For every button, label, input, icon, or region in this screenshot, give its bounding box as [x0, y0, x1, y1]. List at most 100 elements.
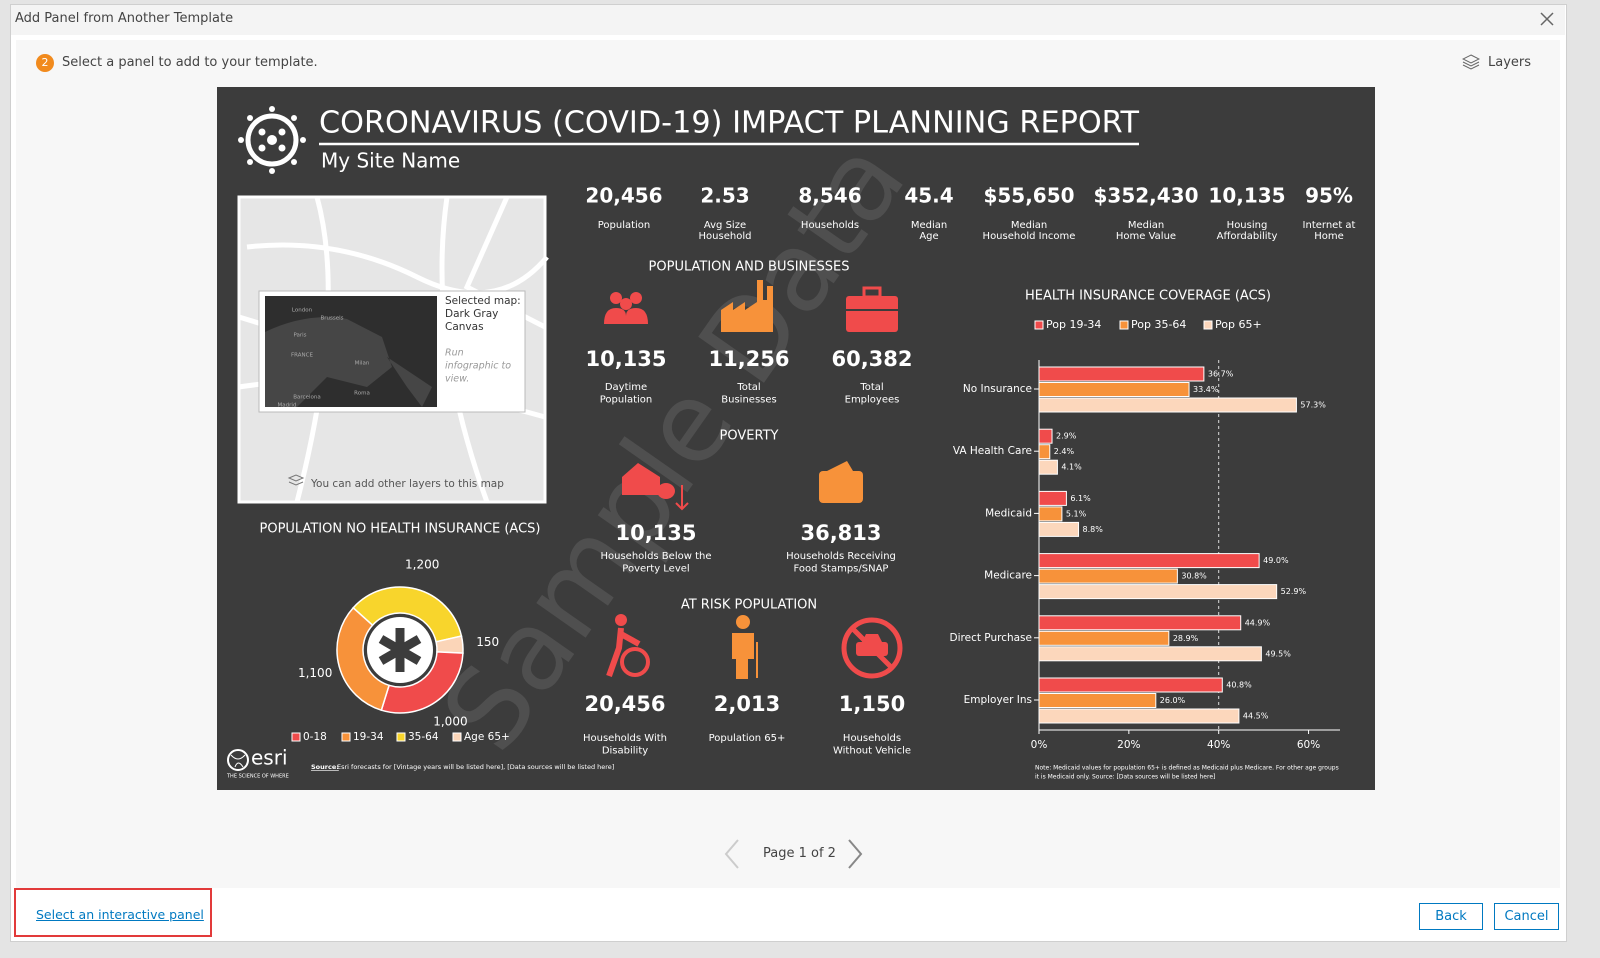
- section-title: AT RISK POPULATION: [681, 598, 817, 613]
- legend-swatch: [396, 732, 406, 742]
- icon: [604, 292, 648, 324]
- x-tick-label: 0%: [1031, 739, 1048, 751]
- item-label: Population: [600, 395, 653, 406]
- map-place-label: Roma: [354, 391, 370, 397]
- icon: [819, 461, 863, 503]
- icon-shape: [615, 614, 627, 626]
- stat-label: Households: [801, 220, 859, 231]
- stat-label: Affordability: [1217, 231, 1278, 242]
- map-name: Dark Gray: [445, 308, 498, 320]
- map-place-label: Brussels: [320, 316, 343, 322]
- icon-shape: [675, 485, 689, 511]
- next-page[interactable]: [845, 838, 865, 870]
- item-label: Households: [843, 733, 901, 744]
- icon-shape: [827, 461, 853, 471]
- layers-button[interactable]: Layers: [1488, 55, 1532, 70]
- donut-title: POPULATION NO HEALTH INSURANCE (ACS): [260, 522, 541, 537]
- item-label: Disability: [602, 746, 648, 757]
- icon-shape: [622, 463, 660, 495]
- esri-wordmark: esri: [251, 746, 288, 770]
- map-frame: [237, 195, 549, 504]
- bar: [1038, 490, 1067, 506]
- stat-label: Home: [1314, 231, 1344, 242]
- close-button[interactable]: [1540, 12, 1554, 26]
- bar: [1038, 693, 1157, 708]
- stat-label: Population: [598, 220, 651, 231]
- chart-note: it is Medicaid only. Source: [Data sourc…: [1035, 774, 1215, 781]
- bar: [1038, 708, 1240, 724]
- item-value: 1,150: [839, 692, 905, 716]
- map-place-label: London: [292, 308, 313, 314]
- item-value: 10,135: [585, 347, 666, 371]
- bar: [1038, 553, 1260, 569]
- bar-value-label: 49.0%: [1263, 556, 1289, 565]
- stat-value: 20,456: [585, 184, 662, 208]
- bar-value-label: 5.1%: [1066, 509, 1087, 518]
- item-value: 60,382: [831, 347, 912, 371]
- category-label: Medicaid: [985, 507, 1032, 519]
- item-label: Employees: [845, 395, 900, 406]
- bar: [1038, 615, 1242, 631]
- bar: [1038, 677, 1223, 693]
- icon-shape: [850, 626, 894, 670]
- bar-value-label: 44.9%: [1245, 618, 1271, 627]
- icon-shape: [862, 286, 882, 299]
- item-label: Households Below the: [601, 551, 712, 562]
- category-label: Medicare: [984, 570, 1032, 582]
- icon-shape: [721, 280, 773, 332]
- bar: [1038, 444, 1051, 460]
- chart-title: HEALTH INSURANCE COVERAGE (ACS): [1025, 289, 1271, 304]
- bar-value-label: 28.9%: [1173, 634, 1199, 643]
- item-label: Households With: [583, 733, 667, 744]
- interactive-panel-link[interactable]: Select an interactive panel: [36, 907, 204, 922]
- bar-value-label: 49.5%: [1265, 649, 1291, 658]
- legend-label: Pop 65+: [1215, 318, 1262, 331]
- stat-label: Median: [1011, 220, 1047, 231]
- stat-value: $352,430: [1093, 184, 1198, 208]
- item-label: Businesses: [721, 395, 776, 406]
- stat-value: 45.4: [904, 184, 953, 208]
- stat-value: 8,546: [798, 184, 861, 208]
- bar: [1038, 630, 1170, 646]
- back-button[interactable]: Back: [1419, 903, 1483, 930]
- bar: [1038, 506, 1063, 522]
- donut-value-label: 150: [476, 635, 499, 649]
- donut-value-label: 1,000: [433, 715, 467, 729]
- prev-page[interactable]: [722, 838, 742, 870]
- infographic: Sample Data CORONAVIRUS (COVID-19) IMPAC…: [217, 87, 1375, 790]
- stat-value: 10,135: [1208, 184, 1285, 208]
- highlight-box: [14, 888, 212, 937]
- bar-value-label: 36.7%: [1208, 370, 1234, 379]
- bar: [1038, 382, 1190, 397]
- item-value: 2,013: [714, 692, 780, 716]
- stat-value: 95%: [1305, 184, 1353, 208]
- source-text: Esri forecasts for [Vintage years will b…: [337, 763, 614, 771]
- legend-label: Age 65+: [464, 731, 510, 743]
- bar: [1038, 584, 1278, 600]
- map-place-label: Madrid: [278, 403, 297, 409]
- icon-shape: [610, 292, 622, 304]
- icon: [721, 280, 773, 332]
- stat-label: Home Value: [1116, 231, 1176, 242]
- map-name: Canvas: [445, 321, 484, 333]
- bar-value-label: 6.1%: [1070, 494, 1091, 503]
- bar-value-label: 2.4%: [1054, 447, 1075, 456]
- icon: [841, 617, 903, 679]
- bar: [1038, 459, 1058, 475]
- icon: [732, 615, 758, 679]
- stat-label: Avg Size: [704, 220, 746, 231]
- legend-swatch: [1034, 320, 1044, 330]
- donut-value-label: 1,100: [298, 666, 332, 680]
- icon-shape: [606, 627, 641, 678]
- medical-icon: [378, 628, 422, 672]
- item-label: Poverty Level: [622, 564, 689, 575]
- stat-label: Median: [1128, 220, 1164, 231]
- item-label: Total: [859, 382, 883, 393]
- bar: [1038, 397, 1297, 413]
- legend-label: 0-18: [303, 731, 327, 743]
- category-label: VA Health Care: [953, 445, 1032, 457]
- map-place-label: Paris: [293, 333, 306, 339]
- esri-tagline: THE SCIENCE OF WHERE: [226, 774, 289, 780]
- cancel-button[interactable]: Cancel: [1494, 903, 1559, 930]
